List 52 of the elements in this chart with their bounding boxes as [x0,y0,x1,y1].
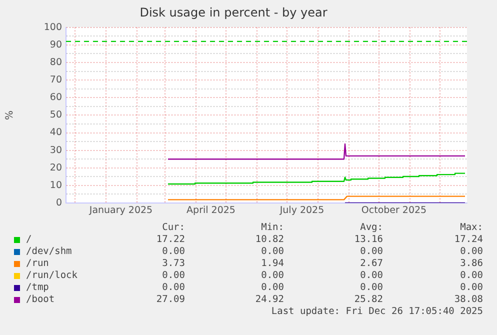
y-tick-label: 30 [50,144,62,156]
text: 3.73 [161,258,185,269]
x-tick-label: October 2025 [361,205,427,216]
text: 27.09 [155,294,185,305]
text: Avg: [359,222,383,233]
text: Last update: Fri Dec 26 17:05:40 2025 [270,306,483,317]
y-tick-label: 60 [50,92,62,104]
text: 13.16 [353,234,383,245]
text: 0.00 [260,282,284,293]
y-tick-label: 80 [50,56,62,68]
y-tick-label: 90 [50,39,62,50]
text: 0.00 [260,246,284,257]
text: 25.82 [353,294,383,305]
text: 0.00 [359,246,383,257]
text: 38.08 [453,294,483,305]
y-tick-label: 50 [50,110,62,121]
x-tick-label: April 2025 [186,205,236,216]
text: Min: [260,222,284,233]
x-tick-label: January 2025 [88,205,153,216]
text: 0.00 [459,246,483,257]
text: 17.22 [155,234,185,245]
legend-label: /boot [26,294,55,305]
y-tick-label: 20 [50,162,62,174]
text: 0.00 [161,270,185,281]
text: 0.00 [459,270,483,281]
text: 0.00 [459,282,483,293]
legend-label: /tmp [26,282,49,293]
text: 0.00 [161,282,185,293]
chart-title: Disk usage in percent - by year [140,5,328,20]
y-tick-label: 10 [50,180,62,191]
text: 0.00 [359,282,383,293]
legend-label: /run [26,258,49,269]
text: Max: [459,222,483,233]
y-tick-label: 40 [50,127,62,138]
legend-label: / [26,234,32,245]
y-tick-label: 100 [44,22,62,33]
text: 0.00 [359,270,383,281]
y-axis-title: % [4,110,16,120]
y-tick-label: 70 [50,74,62,86]
text: 24.92 [254,294,284,305]
text: 0.00 [161,246,185,257]
text: 3.86 [459,258,483,269]
text: 17.24 [453,234,483,245]
legend-label: /run/lock [26,270,78,281]
legend-label: /dev/shm [26,246,72,257]
text: 1.94 [260,258,284,269]
text: 10.82 [254,234,284,245]
text: 0.00 [260,270,284,281]
text: 2.67 [359,258,383,269]
x-tick-label: July 2025 [278,205,324,216]
text: Cur: [161,222,185,233]
y-tick-label: 0 [56,197,62,208]
